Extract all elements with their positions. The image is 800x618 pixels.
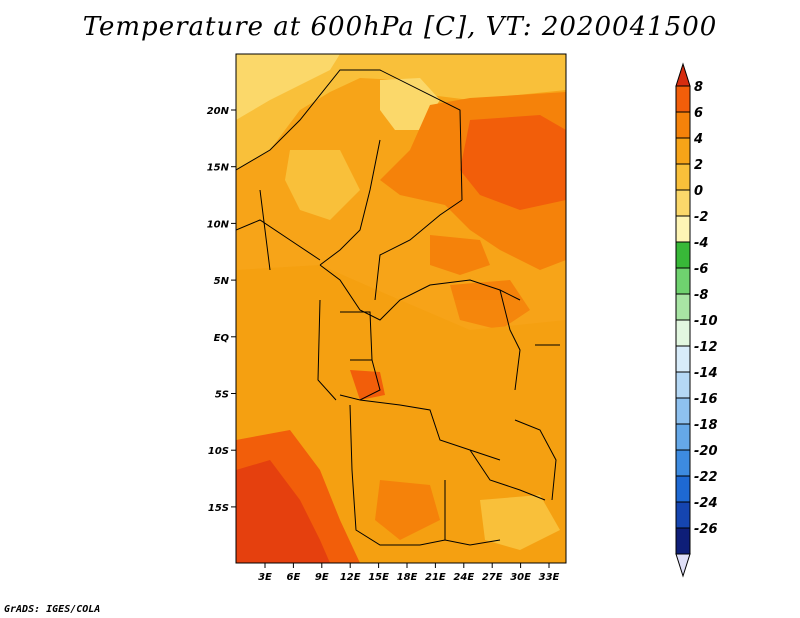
colorbar-label: -10 (694, 314, 718, 329)
country-borders (236, 69, 560, 546)
colorbar-swatch (675, 137, 691, 165)
colorbar-label: -26 (694, 522, 718, 537)
colorbar-swatch (675, 423, 691, 451)
colorbar-label: -2 (694, 210, 708, 225)
colorbar: 8 6 4 2 0 -2 -4 -6 -8 -10 -12 -14 -16 -18 -20 -22 -24 -26 (675, 62, 718, 578)
colorbar-swatch (675, 85, 691, 113)
lon-tick-label: 33E (539, 572, 560, 583)
colorbar-label: -12 (694, 340, 718, 355)
colorbar-swatch (675, 397, 691, 425)
colorbar-label: -18 (694, 418, 718, 433)
colorbar-swatch (675, 241, 691, 269)
colorbar-swatch (675, 111, 691, 139)
lon-tick-label: 27E (482, 572, 503, 583)
colorbar-swatch (675, 163, 691, 191)
longitude-axis: 3E 6E 9E 12E 15E 18E 21E 24E 27E 30E 33E (258, 563, 560, 583)
lat-tick-label: 5N (214, 276, 230, 287)
lon-tick-label: 3E (258, 572, 272, 583)
colorbar-top-arrow (675, 62, 691, 87)
colorbar-swatch (675, 501, 691, 529)
lon-tick-label: 18E (397, 572, 418, 583)
colorbar-label: -4 (694, 236, 708, 251)
colorbar-label: -22 (694, 470, 718, 485)
colorbar-swatch (675, 293, 691, 321)
colorbar-label: 2 (694, 158, 703, 173)
colorbar-label: 4 (693, 132, 703, 147)
colorbar-swatch (675, 319, 691, 347)
colorbar-label: 0 (694, 184, 703, 199)
colorbar-swatch (675, 267, 691, 295)
colorbar-label: 8 (694, 80, 703, 95)
latitude-axis: 20N 15N 10N 5N EQ 5S 10S 15S (207, 106, 236, 514)
map-frame (235, 53, 567, 564)
colorbar-swatch (675, 345, 691, 373)
colorbar-bottom-arrow (675, 553, 691, 578)
lat-tick-label: 10N (207, 219, 230, 230)
lon-tick-label: 24E (453, 572, 474, 583)
colorbar-label: -8 (694, 288, 708, 303)
lon-tick-label: 9E (315, 572, 329, 583)
lat-tick-label: 20N (207, 106, 230, 117)
colorbar-label: 6 (694, 106, 703, 121)
lon-tick-label: 15E (368, 572, 389, 583)
lat-tick-label: EQ (214, 333, 230, 344)
colorbar-swatch (675, 371, 691, 399)
lat-tick-label: 10S (208, 446, 229, 457)
temperature-field (236, 54, 566, 563)
lon-tick-label: 12E (340, 572, 361, 583)
lat-tick-label: 15N (207, 163, 230, 174)
credit-text: GrADS: IGES/COLA (4, 604, 101, 615)
colorbar-swatch (675, 449, 691, 477)
colorbar-label: -14 (694, 366, 718, 381)
chart-title: Temperature at 600hPa [C], VT: 202004150… (82, 12, 718, 42)
colorbar-label: -16 (694, 392, 718, 407)
colorbar-swatch (675, 215, 691, 243)
colorbar-swatch (675, 527, 691, 555)
lat-tick-label: 15S (208, 503, 229, 514)
colorbar-label: -20 (694, 444, 718, 459)
lon-tick-label: 21E (425, 572, 446, 583)
colorbar-label: -6 (694, 262, 708, 277)
lon-tick-label: 30E (510, 572, 531, 583)
colorbar-swatch (675, 189, 691, 217)
colorbar-swatch (675, 475, 691, 503)
lat-tick-label: 5S (215, 390, 229, 401)
lon-tick-label: 6E (287, 572, 301, 583)
colorbar-label: -24 (694, 496, 718, 511)
